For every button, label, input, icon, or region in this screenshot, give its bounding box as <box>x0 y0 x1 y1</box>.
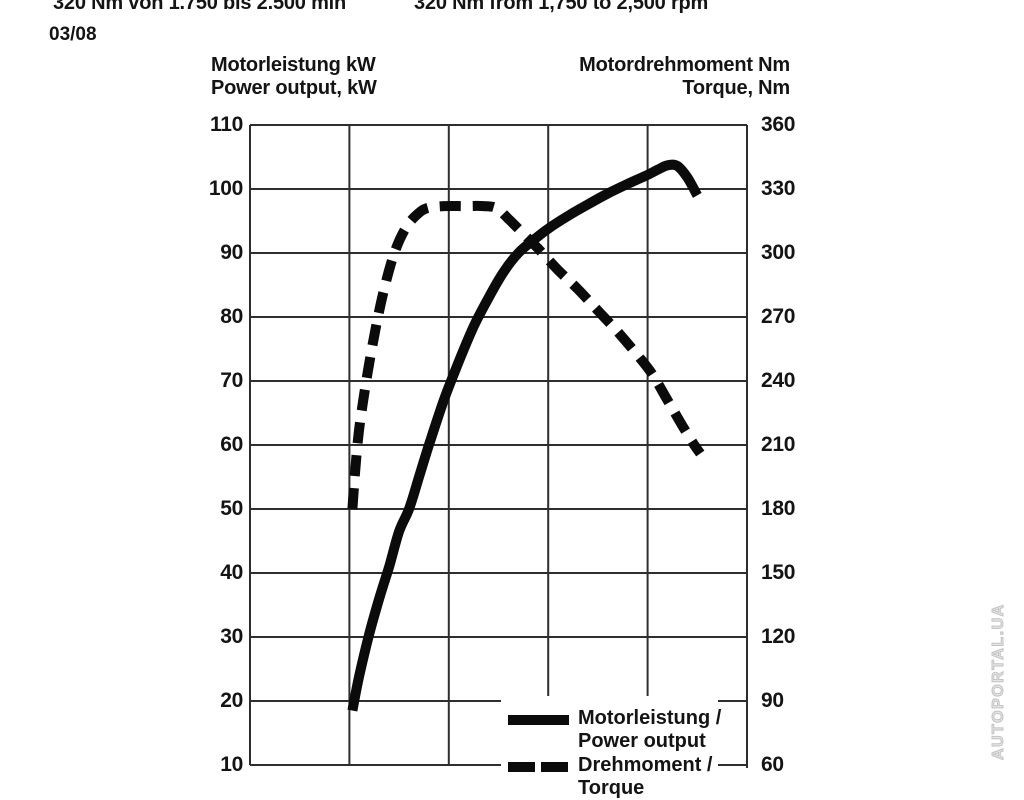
power-torque-chart <box>249 124 748 768</box>
left-axis-tick-label: 10 <box>220 753 243 776</box>
legend-torque-label-english: Torque <box>578 777 645 799</box>
left-axis-tick-label: 20 <box>220 689 243 712</box>
right-axis-tick-label: 90 <box>761 689 784 712</box>
right-axis-title: Motordrehmoment Nm Torque, Nm <box>440 54 790 100</box>
power-curve <box>347 159 702 712</box>
right-axis-title-english: Torque, Nm <box>682 77 790 99</box>
left-axis-tick-label: 70 <box>220 369 243 392</box>
left-axis-title: Motorleistung kW Power output, kW <box>211 54 377 100</box>
date-code: 03/08 <box>49 24 97 45</box>
left-axis-tick-label: 50 <box>220 497 243 520</box>
left-axis-tick-label: 30 <box>220 625 243 648</box>
left-axis-tick-label: 60 <box>220 433 243 456</box>
left-axis-tick-label: 40 <box>220 561 243 584</box>
torque-curve <box>347 200 705 510</box>
right-axis-tick-label: 300 <box>761 241 796 264</box>
right-axis-tick-label: 360 <box>761 113 796 136</box>
right-axis-tick-label: 330 <box>761 177 796 200</box>
right-axis-tick-label: 120 <box>761 625 796 648</box>
right-axis-tick-label: 60 <box>761 753 784 776</box>
right-axis-tick-label: 270 <box>761 305 796 328</box>
left-axis-tick-label: 80 <box>220 305 243 328</box>
left-axis-tick-label: 90 <box>220 241 243 264</box>
chart-legend: Motorleistung / Power output Drehmoment … <box>501 696 722 799</box>
left-axis-title-english: Power output, kW <box>211 77 377 99</box>
right-axis-tick-label: 180 <box>761 497 796 520</box>
legend-power-label-german: Motorleistung / <box>578 707 722 729</box>
legend-power-label-english: Power output <box>578 730 706 752</box>
right-axis-tick-label: 150 <box>761 561 796 584</box>
legend-torque-label-german: Drehmoment / <box>578 754 713 776</box>
left-axis-tick-label: 110 <box>210 113 243 136</box>
dashed-line-swatch-icon <box>508 762 569 772</box>
right-axis-tick-label: 240 <box>761 369 796 392</box>
legend-background <box>501 696 718 768</box>
header-torque-note-german: 320 Nm von 1.750 bis 2.500 min <box>53 0 347 14</box>
left-axis-title-german: Motorleistung kW <box>211 54 376 76</box>
right-axis-title-german: Motordrehmoment Nm <box>579 54 790 76</box>
header-torque-note-english: 320 Nm from 1,750 to 2,500 rpm <box>414 0 709 14</box>
left-axis-tick-label: 100 <box>208 177 243 200</box>
solid-line-swatch-icon <box>508 715 569 725</box>
watermark-text: AUTOPORTAL.UA <box>990 603 1008 761</box>
right-axis-tick-label: 210 <box>761 433 796 456</box>
